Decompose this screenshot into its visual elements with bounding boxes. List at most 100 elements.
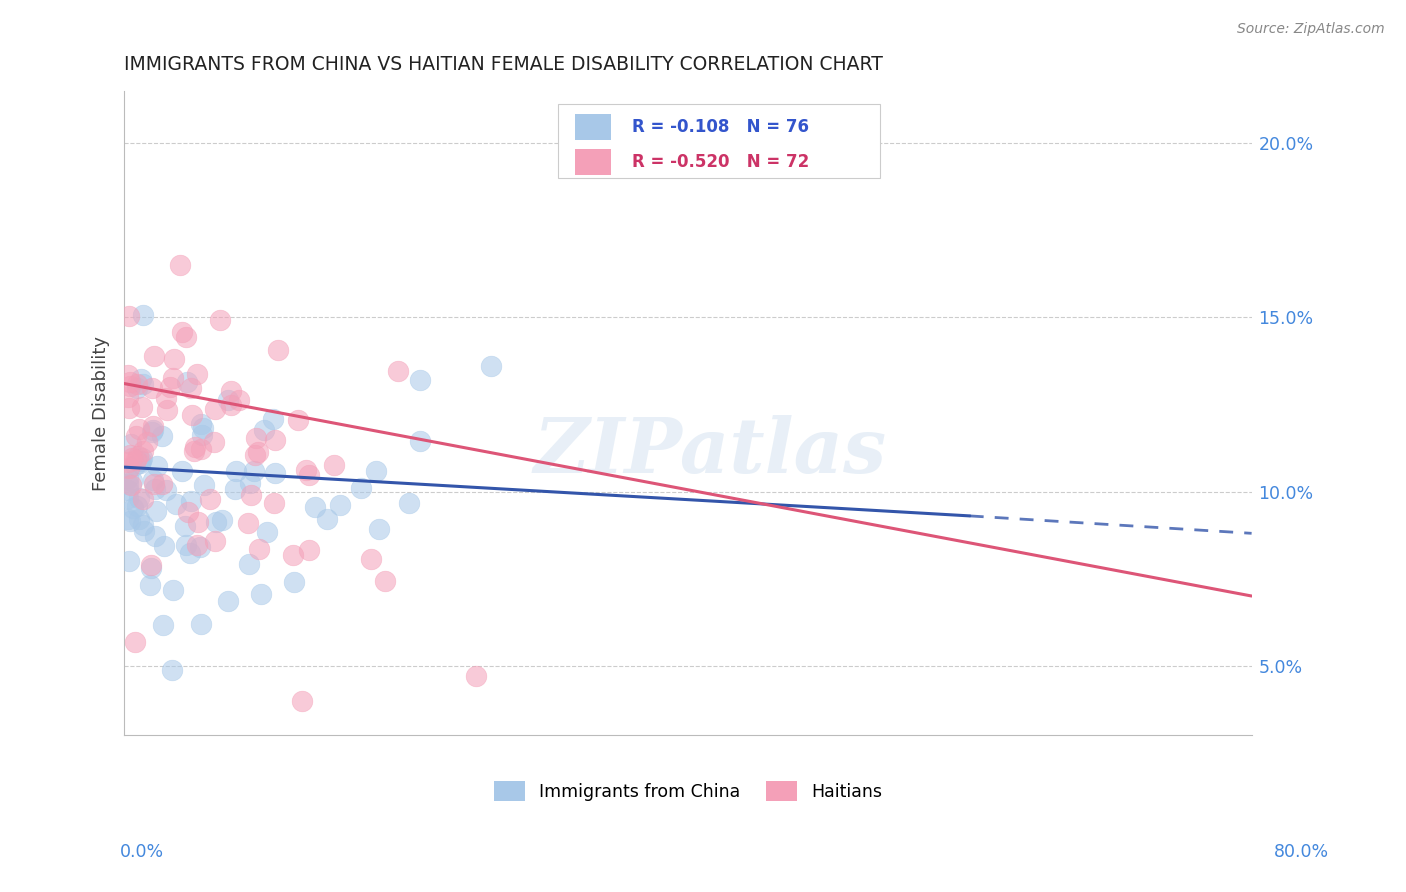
- Point: [128, 511, 150, 525]
- Text: IMMIGRANTS FROM CHINA VS HAITIAN FEMALE DISABILITY CORRELATION CHART: IMMIGRANTS FROM CHINA VS HAITIAN FEMALE …: [124, 55, 883, 74]
- Point: [295, 463, 318, 477]
- Point: [298, 467, 321, 482]
- Point: [143, 528, 166, 542]
- Point: [183, 443, 205, 458]
- Point: [128, 491, 150, 506]
- Point: [228, 393, 250, 408]
- Point: [263, 496, 285, 510]
- Point: [190, 442, 212, 456]
- Point: [138, 577, 160, 591]
- Point: [180, 494, 202, 508]
- Point: [160, 663, 183, 677]
- Point: [177, 505, 200, 519]
- Point: [264, 466, 287, 480]
- Point: [162, 582, 184, 597]
- Legend: Immigrants from China, Haitians: Immigrants from China, Haitians: [494, 780, 882, 801]
- Point: [125, 381, 148, 395]
- Point: [117, 477, 139, 491]
- Point: [118, 554, 141, 568]
- Point: [398, 496, 420, 510]
- Point: [186, 368, 208, 382]
- Point: [239, 476, 262, 491]
- Point: [204, 533, 226, 548]
- Point: [329, 499, 352, 513]
- Point: [121, 474, 143, 488]
- Point: [322, 458, 344, 473]
- Point: [125, 499, 148, 513]
- Point: [153, 539, 176, 553]
- Point: [204, 402, 226, 417]
- Point: [118, 461, 141, 475]
- Point: [118, 515, 141, 529]
- Point: [181, 409, 204, 423]
- Point: [117, 455, 139, 469]
- Text: ZIPatlas: ZIPatlas: [534, 415, 887, 489]
- Y-axis label: Female Disability: Female Disability: [93, 335, 110, 491]
- Point: [143, 477, 166, 491]
- Text: Source: ZipAtlas.com: Source: ZipAtlas.com: [1237, 22, 1385, 37]
- Point: [118, 310, 141, 324]
- Point: [193, 421, 215, 435]
- Point: [139, 560, 162, 574]
- Point: [291, 693, 314, 707]
- Point: [125, 429, 148, 443]
- Point: [132, 444, 155, 458]
- Text: R = -0.520   N = 72: R = -0.520 N = 72: [631, 153, 808, 170]
- Point: [152, 618, 174, 632]
- Text: R = -0.108   N = 76: R = -0.108 N = 76: [631, 118, 808, 136]
- Point: [190, 417, 212, 431]
- Point: [180, 381, 202, 395]
- Text: 0.0%: 0.0%: [120, 843, 163, 861]
- Point: [243, 448, 266, 462]
- Point: [287, 412, 309, 426]
- Point: [184, 441, 207, 455]
- Point: [117, 368, 139, 383]
- Point: [174, 518, 197, 533]
- Point: [132, 376, 155, 391]
- Point: [256, 524, 278, 539]
- Point: [150, 477, 173, 491]
- Point: [122, 500, 145, 515]
- Point: [117, 471, 139, 485]
- Point: [238, 557, 260, 571]
- Point: [243, 464, 266, 478]
- Point: [118, 401, 141, 416]
- Point: [169, 258, 191, 272]
- FancyBboxPatch shape: [575, 114, 612, 140]
- Point: [247, 444, 270, 458]
- Point: [155, 483, 177, 498]
- Point: [146, 459, 169, 474]
- Point: [170, 325, 193, 339]
- FancyBboxPatch shape: [558, 103, 880, 178]
- Point: [224, 483, 246, 497]
- Point: [479, 359, 502, 373]
- Point: [219, 384, 242, 399]
- Point: [387, 364, 409, 378]
- Point: [225, 464, 247, 478]
- Point: [159, 380, 181, 394]
- Point: [141, 558, 163, 573]
- Point: [409, 434, 432, 449]
- Point: [124, 634, 146, 648]
- Point: [131, 400, 153, 414]
- Point: [145, 504, 167, 518]
- Point: [128, 422, 150, 436]
- Point: [117, 483, 139, 497]
- Point: [202, 435, 225, 450]
- Point: [193, 478, 215, 492]
- Point: [367, 522, 389, 536]
- Point: [142, 418, 165, 433]
- Point: [176, 330, 198, 344]
- Point: [190, 617, 212, 632]
- Point: [350, 481, 373, 495]
- Point: [124, 458, 146, 472]
- Point: [174, 538, 197, 552]
- Point: [198, 491, 221, 506]
- Point: [263, 434, 285, 448]
- Point: [117, 491, 139, 505]
- Point: [155, 391, 177, 405]
- Point: [245, 431, 267, 445]
- Point: [131, 450, 153, 465]
- Point: [141, 425, 163, 439]
- Point: [298, 543, 321, 558]
